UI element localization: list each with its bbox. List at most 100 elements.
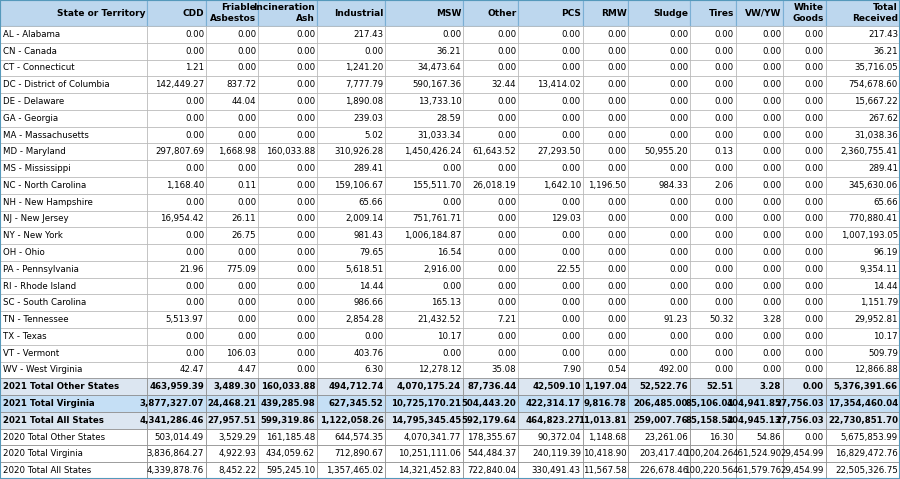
Bar <box>0 43 148 59</box>
Bar <box>385 126 464 143</box>
Bar <box>826 429 900 445</box>
Bar <box>736 43 783 59</box>
Text: 0.00: 0.00 <box>497 231 517 240</box>
Text: 0.00: 0.00 <box>762 46 781 56</box>
Bar <box>258 211 317 228</box>
Bar <box>0 429 148 445</box>
Bar <box>148 76 206 93</box>
Text: 16,829,472.76: 16,829,472.76 <box>835 449 898 458</box>
Bar <box>464 43 518 59</box>
Bar <box>0 0 148 26</box>
Text: 96.19: 96.19 <box>874 248 898 257</box>
Bar <box>518 160 583 177</box>
Text: 0.00: 0.00 <box>762 282 781 291</box>
Bar <box>826 177 900 194</box>
Text: 461,524.90: 461,524.90 <box>732 449 781 458</box>
Bar <box>583 311 628 328</box>
Bar <box>385 177 464 194</box>
Bar <box>783 462 826 479</box>
Text: 289.41: 289.41 <box>354 164 383 173</box>
Bar <box>317 395 385 412</box>
Bar <box>783 295 826 311</box>
Bar <box>206 328 258 345</box>
Text: 544,484.37: 544,484.37 <box>467 449 517 458</box>
Bar <box>783 345 826 362</box>
Bar <box>518 345 583 362</box>
Text: 754,678.60: 754,678.60 <box>849 80 898 89</box>
Bar <box>464 278 518 295</box>
Bar <box>385 26 464 43</box>
Text: 4,070,341.77: 4,070,341.77 <box>404 433 462 442</box>
Bar <box>464 261 518 278</box>
Bar <box>148 93 206 110</box>
Bar <box>148 177 206 194</box>
Text: MD - Maryland: MD - Maryland <box>3 148 66 156</box>
Bar <box>464 295 518 311</box>
Text: DE - Delaware: DE - Delaware <box>3 97 64 106</box>
Text: CDD: CDD <box>183 9 204 18</box>
Text: VW/YW: VW/YW <box>745 9 781 18</box>
Text: 345,630.06: 345,630.06 <box>849 181 898 190</box>
Bar <box>148 445 206 462</box>
Text: 837.72: 837.72 <box>226 80 256 89</box>
Bar <box>464 0 518 26</box>
Text: Other: Other <box>487 9 517 18</box>
Text: 0.00: 0.00 <box>562 131 580 139</box>
Bar <box>206 194 258 211</box>
Text: 0.00: 0.00 <box>562 231 580 240</box>
Text: 23,261.06: 23,261.06 <box>644 433 688 442</box>
Bar <box>736 143 783 160</box>
Bar <box>258 445 317 462</box>
Bar <box>690 59 736 76</box>
Bar <box>518 295 583 311</box>
Bar <box>385 295 464 311</box>
Bar <box>464 311 518 328</box>
Bar <box>583 244 628 261</box>
Bar <box>258 311 317 328</box>
Text: 31,033.34: 31,033.34 <box>418 131 462 139</box>
Text: 10,418.90: 10,418.90 <box>583 449 626 458</box>
Bar <box>206 362 258 378</box>
Text: 0.00: 0.00 <box>497 332 517 341</box>
Bar <box>258 0 317 26</box>
Bar <box>148 311 206 328</box>
Text: 22,505,326.75: 22,505,326.75 <box>835 466 898 475</box>
Bar <box>148 228 206 244</box>
Text: 5,513.97: 5,513.97 <box>166 315 204 324</box>
Text: 0.13: 0.13 <box>715 148 733 156</box>
Text: 0.00: 0.00 <box>237 298 256 308</box>
Text: 0.00: 0.00 <box>184 332 204 341</box>
Text: 0.00: 0.00 <box>184 114 204 123</box>
Bar <box>783 328 826 345</box>
Bar <box>690 110 736 126</box>
Bar <box>0 143 148 160</box>
Bar <box>464 160 518 177</box>
Bar <box>464 76 518 93</box>
Text: 751,761.71: 751,761.71 <box>412 215 462 223</box>
Text: 0.00: 0.00 <box>608 46 626 56</box>
Text: 0.00: 0.00 <box>562 349 580 358</box>
Text: 267.62: 267.62 <box>868 114 898 123</box>
Text: 0.00: 0.00 <box>296 63 315 72</box>
Text: 0.00: 0.00 <box>805 80 824 89</box>
Bar <box>826 110 900 126</box>
Text: 461,579.76: 461,579.76 <box>732 466 781 475</box>
Bar <box>783 0 826 26</box>
Text: 0.00: 0.00 <box>184 282 204 291</box>
Text: 0.00: 0.00 <box>442 282 462 291</box>
Bar <box>385 395 464 412</box>
Text: 0.00: 0.00 <box>608 164 626 173</box>
Bar <box>518 126 583 143</box>
Text: 0.00: 0.00 <box>805 164 824 173</box>
Bar <box>826 0 900 26</box>
Bar <box>826 395 900 412</box>
Text: 27,293.50: 27,293.50 <box>537 148 580 156</box>
Text: 0.00: 0.00 <box>562 248 580 257</box>
Text: 85,158.52: 85,158.52 <box>686 416 733 425</box>
Bar <box>464 26 518 43</box>
Text: 4,070,175.24: 4,070,175.24 <box>397 382 462 391</box>
Text: 2021 Total All States: 2021 Total All States <box>3 416 104 425</box>
Text: 0.00: 0.00 <box>608 80 626 89</box>
Text: 0.00: 0.00 <box>669 80 689 89</box>
Text: 0.00: 0.00 <box>562 298 580 308</box>
